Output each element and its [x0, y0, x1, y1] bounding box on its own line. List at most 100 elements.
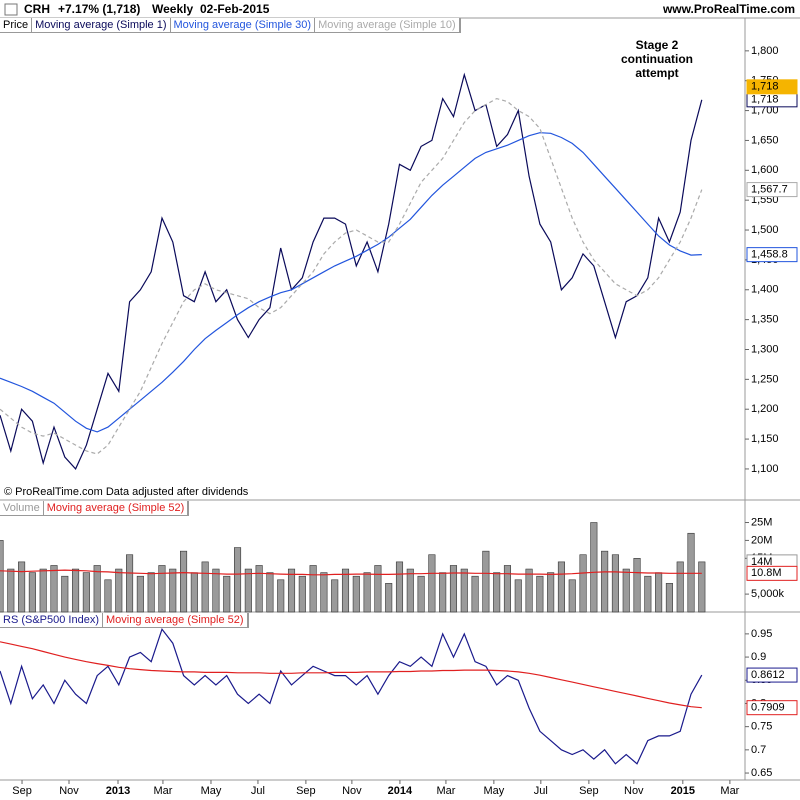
change: +7.17% (1,718) [58, 2, 140, 16]
series-line [0, 627, 703, 765]
last-value-box [746, 247, 798, 263]
volume-bar [363, 572, 371, 613]
x-tick-label: May [483, 785, 504, 797]
x-tick-label: Nov [342, 785, 362, 797]
x-tick-label: Mar [153, 785, 172, 797]
last-value-label: 0.8612 [751, 669, 785, 681]
x-tick-label: Mar [720, 785, 739, 797]
volume-bar [277, 579, 285, 613]
header-bg [0, 0, 800, 18]
volume-bar [579, 554, 587, 613]
volume-bar [82, 572, 90, 613]
volume-bar [493, 572, 501, 613]
volume-bar [449, 565, 458, 613]
volume-bar [50, 565, 58, 613]
volume-bar [223, 575, 231, 613]
y-tick-label: 1,400 [751, 284, 779, 296]
volume-bar [158, 565, 166, 613]
volume-bar [244, 568, 252, 613]
volume-bar [233, 547, 242, 613]
x-tick-label: Jul [534, 785, 548, 797]
volume-bar [676, 561, 684, 613]
y-tick-label: 1,300 [751, 343, 779, 355]
legend-entry: Moving average (Simple 52) [44, 501, 189, 515]
volume-bar [622, 568, 630, 613]
volume-bar [287, 568, 296, 613]
last-value-label: 0.7909 [751, 702, 785, 714]
volume-bar [514, 579, 522, 613]
volume-bar [341, 568, 350, 613]
volume-bar [201, 561, 209, 613]
last-value-box [746, 700, 798, 716]
volume-bar [28, 572, 36, 613]
date: 02-Feb-2015 [200, 2, 270, 16]
volume-bar [212, 568, 220, 613]
source: www.ProRealTime.com [662, 2, 795, 16]
last-value-label: 1,718 [751, 81, 779, 93]
volume-bar [687, 532, 695, 613]
y-tick-label: 0.95 [751, 628, 772, 640]
annotation: Stage 2 [636, 38, 679, 52]
last-value-label: 1,567.7 [751, 184, 788, 196]
annotation: attempt [635, 66, 678, 80]
legend: Price Moving average (Simple 1) Moving a… [0, 18, 461, 33]
y-tick-label: 1,700 [751, 104, 779, 116]
legend-entry: Volume [0, 501, 44, 515]
volume-bar [547, 572, 555, 613]
last-value-label: 1,718 [751, 94, 779, 106]
volume-bar [525, 568, 533, 613]
volume-bar [644, 575, 652, 613]
volume-bar [482, 550, 490, 613]
x-tick-label: Mar [436, 785, 455, 797]
volume-bar [169, 568, 177, 613]
volume-bar [93, 565, 101, 613]
annotation: continuation [621, 52, 693, 66]
volume-bar [601, 550, 609, 613]
x-tick-label: Sep [12, 785, 32, 797]
volume-bar [536, 575, 544, 613]
x-tick-label: Nov [59, 785, 79, 797]
last-value-label: 14M [751, 556, 772, 568]
volume-bar [665, 583, 673, 613]
volume-bar [611, 554, 619, 613]
legend-entry: RS (S&P500 Index) [0, 613, 103, 627]
x-tick-label: 2013 [106, 785, 130, 797]
last-value-box [746, 182, 798, 198]
volume-bar [590, 522, 598, 613]
legend-entry: Price [0, 18, 33, 32]
x-tick-label: Jul [251, 785, 265, 797]
legend-entry: Moving average (Simple 52) [103, 613, 248, 627]
volume-bar [136, 575, 144, 613]
volume-bar [7, 568, 15, 613]
y-tick-label: 1,650 [751, 134, 779, 146]
series-line [0, 641, 702, 709]
x-tick-label: 2015 [671, 785, 695, 797]
y-tick-label: 1,250 [751, 373, 779, 385]
last-value-box [746, 667, 798, 683]
legend-entry: Moving average (Simple 1) [32, 18, 171, 32]
volume-bar [471, 575, 479, 613]
x-tick-label: 2014 [388, 785, 413, 797]
volume-bar [255, 565, 263, 613]
legend-entry: Moving average (Simple 10) [315, 18, 460, 32]
ticker: CRH [24, 2, 50, 16]
x-tick-label: May [201, 785, 222, 797]
y-tick-label: 1,100 [751, 463, 779, 475]
volume-bar [266, 572, 274, 613]
y-tick-label: 0.9 [751, 651, 766, 663]
volume-bar [190, 572, 198, 613]
y-tick-label: 20M [751, 534, 772, 546]
legend: Volume Moving average (Simple 52) [0, 501, 190, 516]
volume-bar [633, 558, 641, 613]
volume-bar [428, 554, 436, 613]
volume-bar [180, 550, 188, 613]
volume-bar [39, 568, 47, 613]
volume-bar [417, 575, 425, 613]
volume-bar [503, 565, 512, 613]
x-tick-label: Sep [296, 785, 316, 797]
y-tick-label: 5,000k [751, 588, 785, 600]
volume-bar [655, 572, 663, 613]
y-tick-label: 1,200 [751, 403, 779, 415]
y-tick-label: 1,800 [751, 45, 779, 57]
